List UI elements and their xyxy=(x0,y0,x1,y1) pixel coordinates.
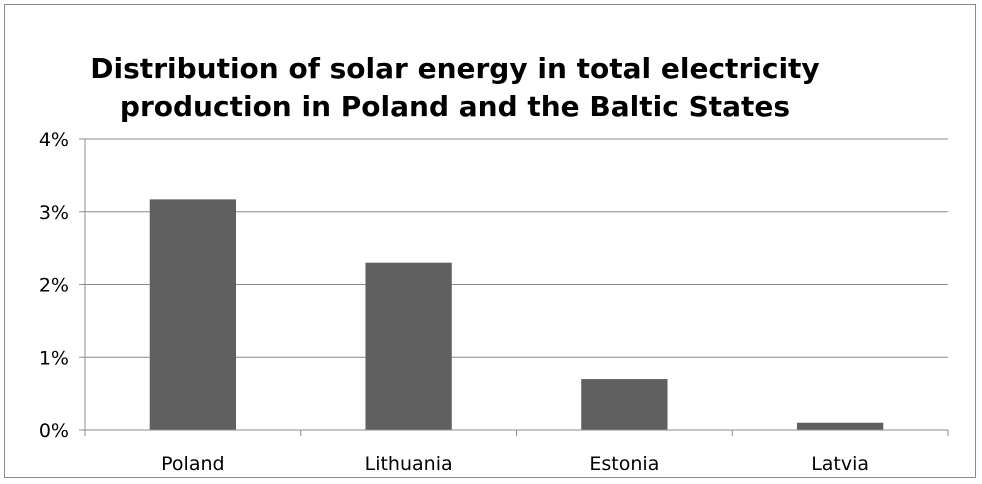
bar-latvia xyxy=(796,422,884,430)
y-tick-label: 0% xyxy=(39,420,69,442)
x-tick-label: Lithuania xyxy=(365,453,453,475)
x-tick-label: Poland xyxy=(161,453,224,475)
y-tick-label: 3% xyxy=(39,202,69,224)
axes xyxy=(79,138,949,436)
y-tick-label: 4% xyxy=(39,129,69,151)
bar-poland xyxy=(149,199,237,430)
bar-estonia xyxy=(581,379,668,430)
y-axis-tick-labels: 0% 1% 2% 3% 4% xyxy=(39,129,69,442)
x-tick-label: Estonia xyxy=(589,453,659,475)
x-tick-label: Latvia xyxy=(811,453,869,475)
x-axis-tick-labels: Poland Lithuania Estonia Latvia xyxy=(161,453,869,475)
bars xyxy=(149,199,884,430)
y-tick-label: 1% xyxy=(39,347,69,369)
y-tick-label: 2% xyxy=(39,275,69,297)
chart-title: Distribution of solar energy in total el… xyxy=(90,52,820,123)
bar-lithuania xyxy=(365,262,452,430)
